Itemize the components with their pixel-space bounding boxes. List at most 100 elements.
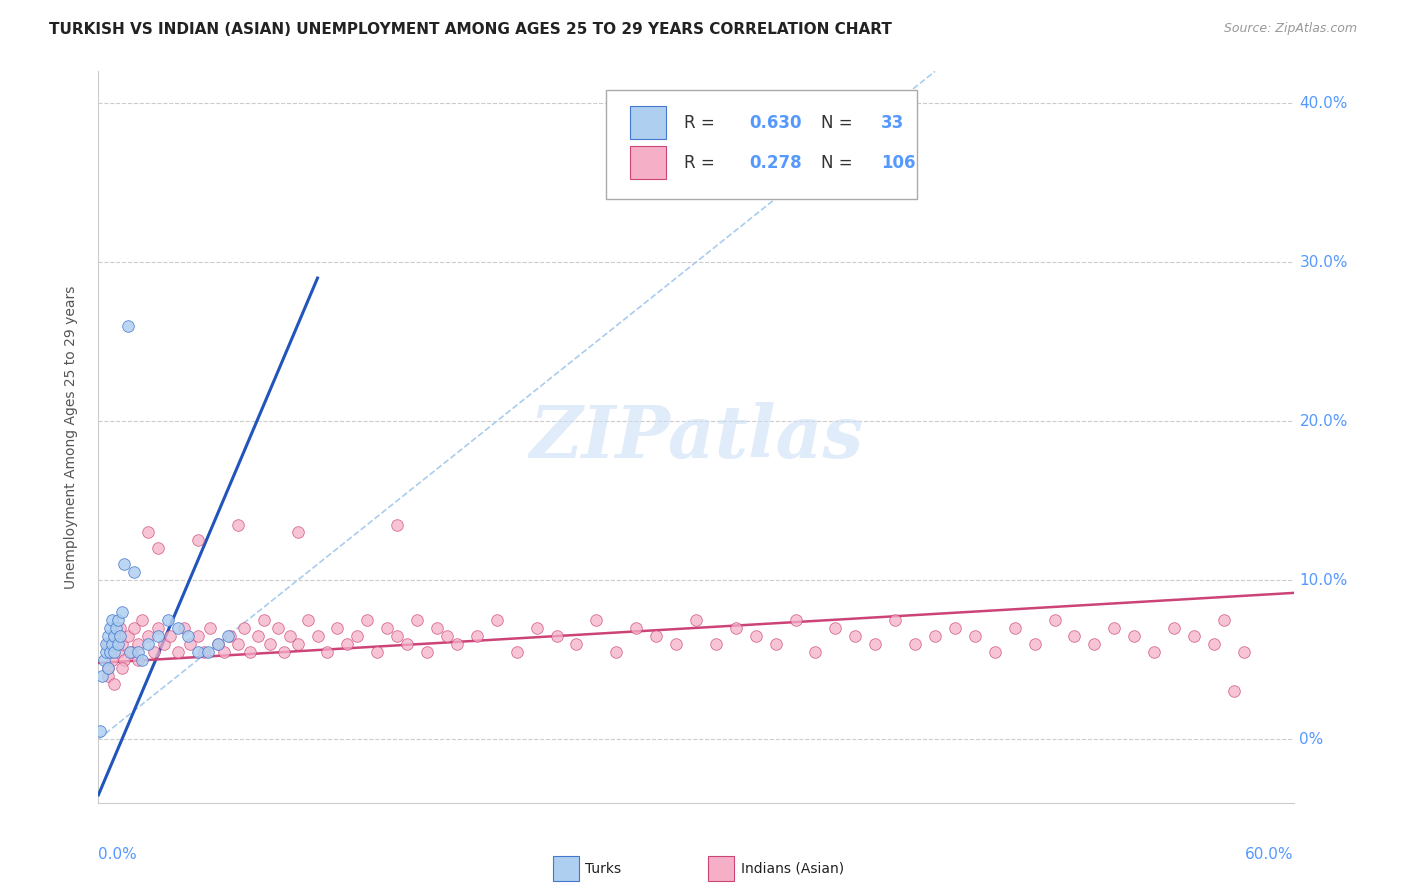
Text: N =: N =: [821, 153, 858, 172]
Point: [148, 621, 170, 635]
Text: 0%: 0%: [1299, 731, 1323, 747]
Point: [127, 653, 149, 667]
FancyBboxPatch shape: [606, 90, 917, 200]
Point: [406, 613, 429, 627]
Point: [239, 645, 262, 659]
Point: [121, 645, 143, 659]
Point: [117, 629, 139, 643]
Point: [173, 621, 195, 635]
FancyBboxPatch shape: [709, 855, 734, 881]
Point: [97, 660, 120, 674]
Point: [565, 637, 588, 651]
Point: [307, 629, 329, 643]
Text: Indians (Asian): Indians (Asian): [741, 862, 845, 876]
Text: R =: R =: [685, 113, 720, 131]
Point: [98, 645, 122, 659]
Point: [273, 645, 295, 659]
FancyBboxPatch shape: [630, 106, 666, 139]
Point: [143, 645, 166, 659]
Point: [765, 637, 787, 651]
Point: [131, 613, 153, 627]
Text: 10.0%: 10.0%: [1299, 573, 1348, 588]
Point: [107, 637, 129, 651]
Point: [107, 613, 129, 627]
Point: [101, 653, 124, 667]
Point: [177, 629, 200, 643]
Point: [111, 605, 134, 619]
Point: [212, 645, 235, 659]
Point: [346, 629, 368, 643]
Point: [924, 629, 946, 643]
Point: [426, 621, 449, 635]
Point: [226, 637, 249, 651]
Point: [904, 637, 927, 651]
Point: [105, 621, 128, 635]
Text: N =: N =: [821, 113, 858, 131]
Point: [316, 645, 339, 659]
Text: ZIPatlas: ZIPatlas: [529, 401, 863, 473]
Point: [865, 637, 887, 651]
FancyBboxPatch shape: [630, 146, 666, 179]
Point: [278, 629, 301, 643]
Point: [96, 645, 118, 659]
Point: [93, 653, 115, 667]
Point: [111, 660, 134, 674]
Point: [605, 645, 627, 659]
Point: [1143, 645, 1166, 659]
Point: [253, 613, 276, 627]
Point: [366, 645, 388, 659]
Text: TURKISH VS INDIAN (ASIAN) UNEMPLOYMENT AMONG AGES 25 TO 29 YEARS CORRELATION CHA: TURKISH VS INDIAN (ASIAN) UNEMPLOYMENT A…: [49, 22, 891, 37]
Point: [97, 668, 120, 682]
Point: [117, 318, 139, 333]
Point: [96, 637, 118, 651]
Point: [385, 517, 409, 532]
Point: [824, 621, 846, 635]
Point: [105, 637, 128, 651]
Point: [97, 660, 120, 674]
Point: [1163, 621, 1185, 635]
Point: [485, 613, 508, 627]
Point: [1104, 621, 1126, 635]
Point: [804, 645, 827, 659]
Point: [159, 629, 181, 643]
Point: [963, 629, 986, 643]
Point: [1004, 621, 1026, 635]
Point: [112, 558, 135, 572]
Point: [1024, 637, 1046, 651]
Point: [546, 629, 568, 643]
Point: [197, 645, 219, 659]
Text: Source: ZipAtlas.com: Source: ZipAtlas.com: [1223, 22, 1357, 36]
Point: [287, 637, 309, 651]
Point: [107, 645, 129, 659]
Point: [645, 629, 668, 643]
Point: [506, 645, 529, 659]
Point: [179, 637, 201, 651]
Point: [385, 629, 409, 643]
Text: 0.630: 0.630: [749, 113, 803, 131]
Point: [127, 645, 149, 659]
Text: Turks: Turks: [585, 862, 621, 876]
Point: [124, 621, 146, 635]
Point: [103, 676, 125, 690]
Point: [375, 621, 398, 635]
Point: [207, 637, 229, 651]
Point: [396, 637, 419, 651]
Point: [267, 621, 290, 635]
Point: [1212, 613, 1234, 627]
Point: [246, 629, 269, 643]
Point: [124, 566, 146, 580]
Point: [98, 645, 122, 659]
Point: [446, 637, 468, 651]
Text: 106: 106: [882, 153, 915, 172]
Point: [626, 621, 648, 635]
Point: [103, 629, 125, 643]
Point: [1223, 684, 1246, 698]
Point: [724, 621, 747, 635]
Point: [187, 533, 209, 548]
Point: [157, 613, 180, 627]
Point: [785, 613, 807, 627]
Point: [217, 629, 239, 643]
Point: [844, 629, 866, 643]
Point: [136, 629, 159, 643]
Point: [1123, 629, 1146, 643]
